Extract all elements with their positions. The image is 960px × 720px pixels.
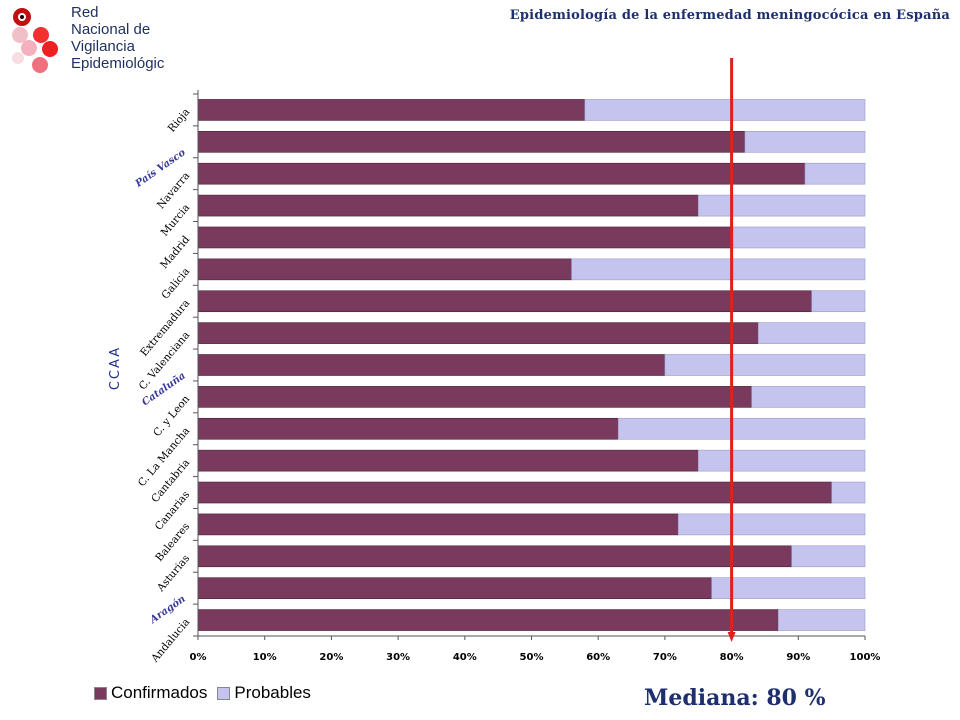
logo-line-4: Epidemiológica (71, 55, 164, 72)
x-tick-label-1: 10% (253, 652, 277, 663)
chart-x-tick-labels: 0% 10% 20% 30% 40% 50% 60% 70% 80% 90% 100% (190, 652, 881, 663)
x-tick-label-0: 0% (190, 652, 207, 663)
bar-confirmados-9 (197, 322, 759, 344)
legend-label-confirmados: Confirmados (111, 683, 208, 702)
bar-probables-10 (811, 290, 866, 313)
page-title: Epidemiología de la enfermedad meningocó… (509, 8, 950, 23)
legend-item-probables: Probables (217, 683, 311, 703)
logo-line-3: Vigilancia (71, 38, 136, 55)
logo: Red Nacional de Vigilancia Epidemiológic… (12, 4, 164, 73)
x-tick-label-7: 70% (653, 652, 677, 663)
bar-probables-11 (571, 258, 866, 281)
bar-confirmados-14 (197, 162, 806, 185)
x-tick-label-5: 50% (520, 652, 544, 663)
bar-confirmados-0 (197, 609, 779, 631)
bar-confirmados-11 (197, 258, 572, 281)
x-tick-label-4: 40% (453, 652, 477, 663)
legend-item-confirmados: Confirmados (94, 683, 207, 703)
bar-confirmados-6 (197, 417, 619, 440)
median-line (727, 58, 736, 642)
y-tick-label-16: Rioja (166, 106, 193, 134)
bar-confirmados-16 (197, 99, 586, 121)
x-tick-label-8: 80% (720, 652, 744, 663)
x-tick-label-2: 20% (319, 652, 343, 663)
bar-probables-7 (751, 386, 866, 408)
legend: Confirmados Probables (94, 683, 321, 703)
y-tick-label-11: Galicia (159, 266, 192, 302)
bar-probables-1 (711, 577, 866, 599)
x-tick-label-3: 30% (386, 652, 410, 663)
bar-confirmados-4 (197, 481, 832, 504)
y-axis-title: CCAA (108, 346, 123, 390)
bar-probables-2 (791, 545, 866, 568)
bar-probables-12 (731, 226, 866, 249)
bar-confirmados-12 (197, 226, 732, 249)
y-tick-label-12: Madrid (158, 233, 192, 271)
bar-confirmados-1 (197, 577, 712, 599)
bar-probables-16 (584, 99, 866, 121)
median-label: Mediana: 80 % (644, 685, 826, 711)
x-tick-label-10: 100% (850, 652, 881, 663)
bar-probables-15 (744, 131, 866, 153)
logo-line-2: Nacional de (71, 21, 150, 38)
x-tick-label-6: 60% (586, 652, 610, 663)
x-tick-label-9: 90% (786, 652, 810, 663)
bar-probables-0 (777, 609, 866, 631)
bar-confirmados-2 (197, 545, 792, 568)
bar-probables-9 (757, 322, 866, 344)
bar-probables-13 (697, 194, 866, 217)
bar-probables-4 (831, 481, 866, 504)
bar-probables-14 (804, 162, 866, 185)
bar-probables-3 (677, 513, 866, 536)
bar-probables-8 (664, 354, 866, 376)
bar-confirmados-7 (197, 386, 752, 408)
legend-swatch-probables (217, 686, 231, 700)
median-arrow-icon (727, 632, 736, 642)
bar-confirmados-13 (197, 194, 699, 217)
chart-bars (197, 99, 866, 631)
logo-line-1: Red (71, 4, 99, 21)
legend-swatch-confirmados (94, 686, 107, 700)
bar-confirmados-8 (197, 354, 666, 376)
chart-axes (193, 90, 866, 640)
bar-confirmados-3 (197, 513, 679, 536)
bar-confirmados-5 (197, 449, 699, 472)
bar-confirmados-15 (197, 131, 746, 153)
bar-probables-6 (617, 417, 866, 440)
bar-confirmados-10 (197, 290, 812, 313)
legend-label-probables: Probables (234, 683, 311, 702)
bar-probables-5 (697, 449, 866, 472)
